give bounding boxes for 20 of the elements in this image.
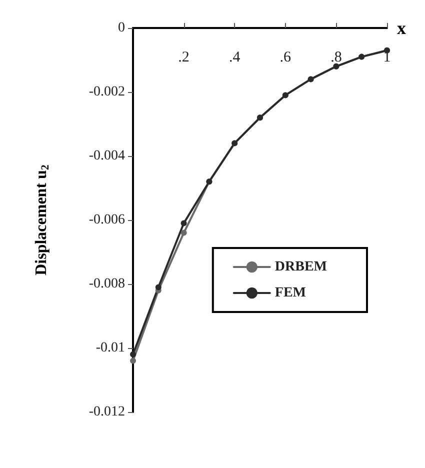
legend-label: FEM [274,286,306,300]
x-axis-title: x [397,18,406,38]
point [180,230,187,236]
y-tick-label: -0.008 [88,276,125,292]
point [130,358,136,364]
x-tick-label: .2 [178,50,190,66]
y-tick-label: -0.012 [88,404,125,420]
x-tick-label: .4 [228,50,241,66]
legend-label: DRBEM [274,260,328,274]
y-tick-label: -0.006 [88,212,125,228]
point [155,284,162,290]
x-tick-label: .8 [330,50,342,66]
point [180,220,187,226]
y-axis-title: Displacement u2 [33,164,52,276]
y-tick-label: -0.002 [88,84,125,100]
point [130,351,136,358]
y-tick-label: -0.004 [88,148,125,164]
x-tick-label: .6 [280,50,292,66]
y-tick-label: 0 [118,20,125,36]
y-tick-label: -0.01 [96,340,125,356]
